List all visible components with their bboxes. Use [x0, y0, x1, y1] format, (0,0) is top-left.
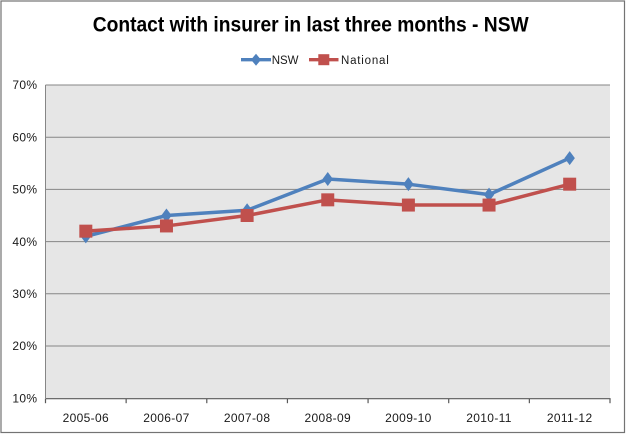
svg-text:NSW: NSW	[272, 55, 299, 67]
svg-text:40%: 40%	[12, 235, 37, 249]
svg-text:Contact with insurer in last t: Contact with insurer in last three month…	[93, 14, 529, 37]
svg-text:2007-08: 2007-08	[224, 411, 271, 425]
svg-text:70%: 70%	[12, 78, 37, 92]
svg-text:2009-10: 2009-10	[385, 411, 432, 425]
svg-text:10%: 10%	[12, 391, 37, 405]
svg-text:2011-12: 2011-12	[547, 411, 593, 425]
svg-text:20%: 20%	[12, 339, 37, 353]
svg-text:30%: 30%	[12, 287, 37, 301]
svg-text:2006-07: 2006-07	[143, 411, 190, 425]
svg-text:2005-06: 2005-06	[63, 411, 110, 425]
svg-text:2010-11: 2010-11	[466, 411, 512, 425]
svg-text:2008-09: 2008-09	[305, 411, 352, 425]
svg-text:50%: 50%	[12, 183, 37, 197]
svg-text:60%: 60%	[12, 130, 37, 144]
svg-text:National: National	[341, 55, 390, 67]
